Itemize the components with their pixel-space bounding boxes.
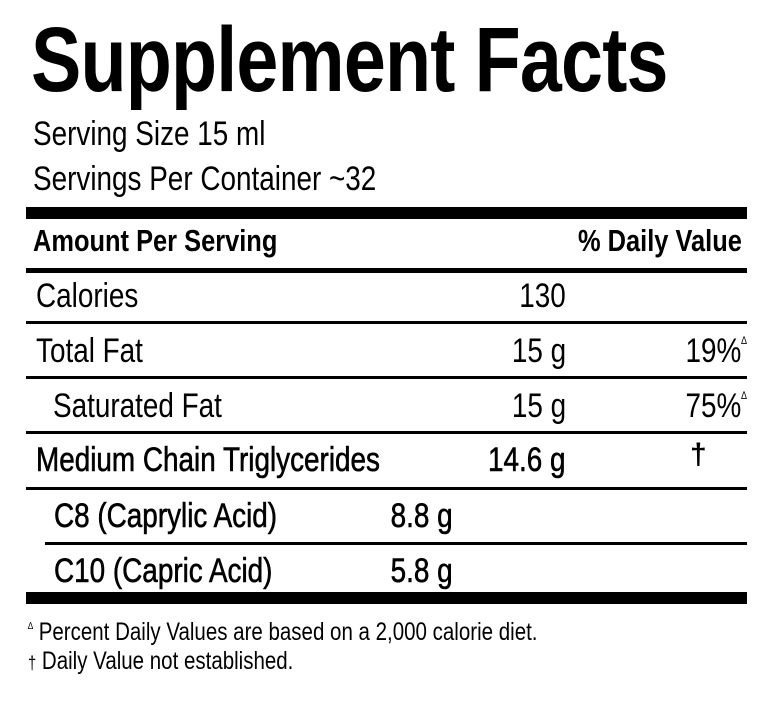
nutrient-amount: 8.8 g: [390, 497, 454, 535]
nutrient-name: Saturated Fat: [53, 387, 222, 425]
delta-mark: ∆: [741, 335, 747, 347]
nutrient-name: C8 (Caprylic Acid): [54, 497, 278, 535]
divider: [26, 376, 747, 379]
nutrient-amount: 130: [519, 277, 566, 315]
nutrient-amount: 15 g: [511, 332, 566, 370]
footnote: † Daily Value not established.: [28, 647, 294, 675]
nutrient-daily-value: 75%∆: [685, 387, 747, 425]
divider: [26, 431, 747, 434]
divider: [26, 321, 747, 324]
thick-divider-top: [26, 207, 747, 219]
divider: [26, 487, 747, 490]
nutrient-amount: 5.8 g: [390, 552, 454, 590]
amount-per-serving-header: Amount Per Serving: [33, 223, 278, 258]
nutrient-name: C10 (Capric Acid): [54, 552, 273, 590]
serving-size: Serving Size 15 ml: [33, 115, 266, 153]
servings-per-container: Servings Per Container ~32: [33, 160, 377, 198]
daily-value-header: % Daily Value: [578, 223, 742, 258]
nutrient-amount: 15 g: [511, 387, 566, 425]
thick-divider-bottom: [26, 592, 747, 604]
divider: [45, 542, 747, 545]
footnote: ∆ Percent Daily Values are based on a 2,…: [28, 618, 538, 646]
page-title: Supplement Facts: [31, 9, 668, 111]
nutrient-amount: 14.6 g: [488, 441, 566, 479]
dagger-mark: †: [28, 653, 37, 673]
nutrient-daily-value: 19%∆: [685, 332, 747, 370]
nutrient-name: Total Fat: [36, 332, 143, 370]
nutrient-name: Medium Chain Triglycerides: [36, 441, 380, 479]
delta-mark: ∆: [28, 621, 34, 632]
dagger-mark: †: [690, 438, 707, 471]
delta-mark: ∆: [741, 390, 747, 402]
divider: [26, 268, 747, 273]
nutrient-name: Calories: [36, 277, 139, 315]
